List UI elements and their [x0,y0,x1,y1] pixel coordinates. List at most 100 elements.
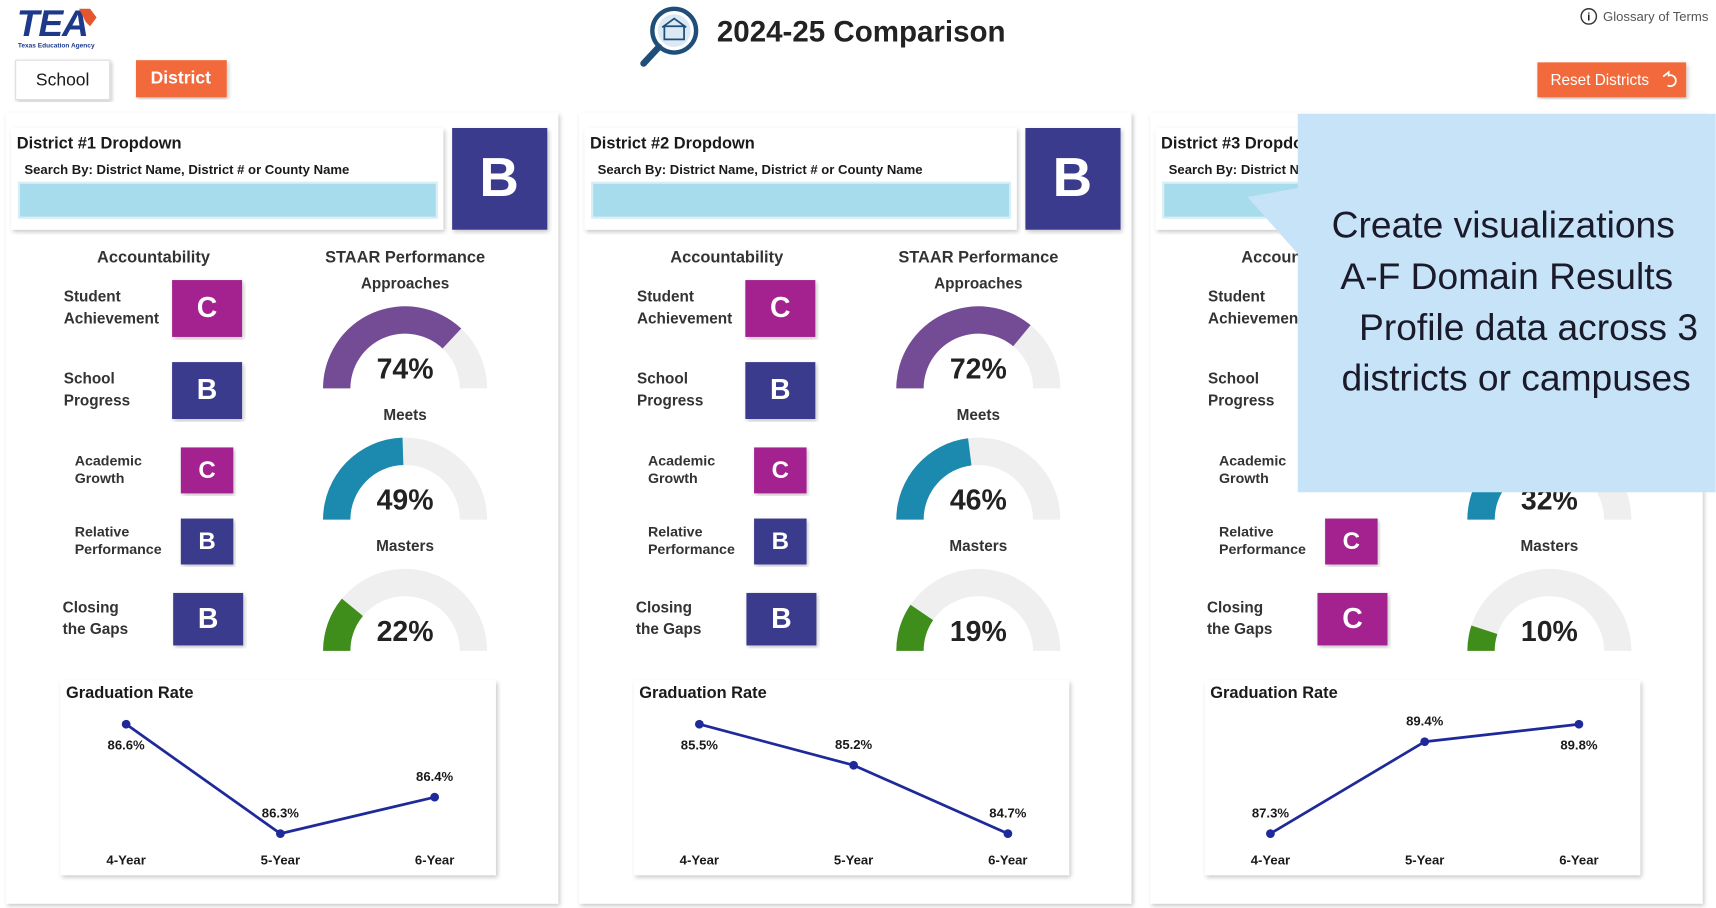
graduation-value-label: 84.7% [989,805,1027,820]
dropdown-label: District #1 Dropdown [17,135,182,153]
callout-text: Profile data across 3 [1359,306,1698,348]
callout-text: Create visualizations [1332,203,1675,245]
logo-star [79,8,97,27]
reset-label[interactable]: Reset Districts [1550,72,1649,89]
graduation-value-label: 86.3% [262,805,300,820]
grade: B [772,528,789,555]
gauge-fill [896,306,1031,389]
dropdown-input[interactable] [591,181,1012,219]
graduation-title: Graduation Rate [1210,684,1338,702]
grade-box [754,518,807,565]
domain-label: Performance [75,542,162,558]
graduation-value-label: 89.4% [1406,713,1444,728]
domain-label: Growth [648,471,698,487]
overall-grade: B [479,146,519,208]
domain-label: Progress [1208,393,1274,410]
reset-button[interactable]: Reset Districts [1537,62,1687,98]
overall-grade-box [1025,127,1121,230]
domain-label: Academic [1219,453,1286,469]
gauge-value: 22% [377,616,434,648]
domain-label: the Gaps [636,621,701,638]
graduation-category: 5-Year [1405,852,1444,867]
grade: B [198,603,219,635]
gauge-fill [323,437,404,520]
graduation-card [1204,680,1641,876]
search-label: Search By: District Name, District # or … [24,162,349,177]
gauge-title: Meets [383,407,426,424]
grade: C [772,457,789,484]
domain-label: Achievement [64,310,159,327]
graduation-point [849,760,858,770]
domain-label: Student [637,289,694,306]
domain-label: Student [64,289,121,306]
domain-label: Growth [75,471,125,487]
gauge-fill [1467,625,1498,651]
domain-label: Closing [636,599,692,616]
grade-box [180,518,234,565]
grade-box [745,362,816,419]
tab-label[interactable]: District [151,67,211,87]
domain-label: Relative [648,525,703,541]
graduation-category: 5-Year [261,852,300,867]
domain-label: Academic [648,453,715,469]
gauge-title: Masters [1520,538,1578,555]
section-title: Accountability [97,249,211,267]
graduation-value-label: 87.3% [1252,805,1290,820]
logo-text: TEA [17,2,88,44]
graduation-value-label: 89.8% [1560,738,1598,753]
gauge-value: 74% [377,353,434,385]
tab-label[interactable]: School [36,70,90,90]
tab-district[interactable]: District [135,60,227,98]
dropdown-input[interactable] [17,181,438,219]
reset-icon [1662,70,1677,87]
gauge-fill [323,598,363,651]
grade: C [770,292,791,324]
callout-shape [1247,113,1716,493]
grade: C [1342,603,1363,635]
graduation-title: Graduation Rate [639,684,767,702]
domain-label: the Gaps [63,621,128,638]
gauge-track [1467,568,1632,651]
gauge-value: 46% [950,485,1007,517]
glossary-link[interactable]: i Glossary of Terms [1580,8,1709,25]
gauge-title: Masters [376,538,434,555]
logo-subtitle: Texas Education Agency [18,43,95,50]
grade-box [173,592,244,646]
graduation-value-label: 86.4% [416,769,454,784]
grade-box [172,280,243,337]
graduation-card [633,680,1070,876]
section-title: STAAR Performance [325,249,485,267]
grade-box [172,362,243,419]
domain-label: Student [1208,289,1265,306]
domain-label: Progress [64,393,130,410]
grade: C [198,457,215,484]
domain-label: Academic [75,453,142,469]
dropdown-label: District #3 Dropdown [1161,135,1326,153]
grade-box [1317,592,1388,646]
domain-label: Progress [637,393,703,410]
title-icon [640,6,699,67]
glossary-text[interactable]: Glossary of Terms [1603,9,1709,24]
domain-label: Performance [648,542,735,558]
grade: B [198,528,215,555]
callout-text: districts or campuses [1342,357,1691,399]
graduation-category: 6-Year [415,852,454,867]
graduation-value-label: 86.6% [108,738,146,753]
domain-label: Growth [1219,471,1269,487]
callout-text: A-F Domain Results [1340,255,1673,297]
graduation-category: 6-Year [988,852,1027,867]
district-panel: District #1 Dropdown Search By: District … [5,112,559,904]
domain-label: School [1208,371,1259,388]
graduation-point [430,792,440,802]
page-title: 2024-25 Comparison [717,16,1006,49]
district-panels: District #1 Dropdown Search By: District … [5,112,1703,904]
domain-label: Achievement [1208,310,1303,327]
graduation-point [1003,829,1013,838]
tab-school[interactable]: School [15,59,111,101]
domain-label: the Gaps [1207,621,1272,638]
gauge-value: 19% [950,616,1007,648]
graduation-point [694,719,704,729]
graduation-point [276,829,285,838]
graduation-title: Graduation Rate [66,684,193,702]
gauge-track [323,568,488,651]
